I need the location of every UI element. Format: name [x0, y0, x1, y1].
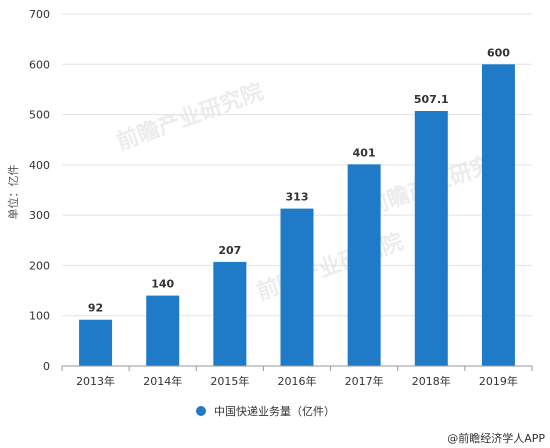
x-tick-label: 2013年	[76, 374, 115, 388]
data-label: 401	[353, 146, 376, 159]
source-credit: @前瞻经济学人APP	[447, 431, 545, 445]
x-tick-label: 2018年	[412, 374, 451, 388]
bar-2014年[interactable]	[146, 295, 180, 366]
x-axis-ticks: 2013年 2014年 2015年 2016年 2017年 2018年 2019年	[61, 366, 533, 388]
y-axis-ticks: 0 100 200 300 400 500 600 700	[29, 8, 50, 373]
y-tick-label: 100	[29, 310, 50, 323]
data-label: 140	[151, 278, 174, 291]
data-label: 507.1	[414, 93, 449, 106]
y-tick-label: 200	[29, 259, 50, 272]
bar-2017年[interactable]	[347, 164, 381, 366]
bar-2015年[interactable]	[213, 261, 247, 366]
x-tick-label: 2019年	[479, 374, 518, 388]
bar-series	[79, 64, 515, 367]
y-tick-label: 500	[29, 109, 50, 122]
watermark-2: 前瞻产业研究院	[253, 229, 407, 306]
x-tick-label: 2016年	[278, 374, 317, 388]
data-labels: 92 140 207 313 401 507.1 600	[88, 46, 510, 314]
y-tick-label: 400	[29, 159, 50, 172]
x-tick-label: 2015年	[210, 374, 249, 388]
data-label: 207	[218, 244, 241, 257]
legend-label: 中国快递业务量（亿件）	[214, 404, 335, 418]
y-tick-label: 0	[43, 360, 50, 373]
y-tick-label: 700	[29, 8, 50, 21]
watermark-1: 前瞻产业研究院	[113, 79, 267, 156]
legend-marker	[196, 406, 206, 416]
data-label: 313	[286, 191, 309, 204]
watermark-group: 前瞻产业研究院前瞻产业研究院前瞻产业研究院	[113, 79, 517, 306]
legend[interactable]: 中国快递业务量（亿件）	[196, 404, 335, 418]
y-axis-label: 单位：亿件	[6, 165, 20, 220]
bar-2018年[interactable]	[414, 111, 448, 366]
bar-2016年[interactable]	[280, 208, 314, 366]
y-tick-label: 600	[29, 58, 50, 71]
bar-2019年[interactable]	[481, 64, 515, 367]
bar-2013年[interactable]	[79, 319, 113, 366]
x-tick-label: 2017年	[345, 374, 384, 388]
data-label: 92	[88, 302, 103, 315]
x-tick-label: 2014年	[143, 374, 182, 388]
data-label: 600	[487, 46, 510, 59]
y-tick-label: 300	[29, 209, 50, 222]
